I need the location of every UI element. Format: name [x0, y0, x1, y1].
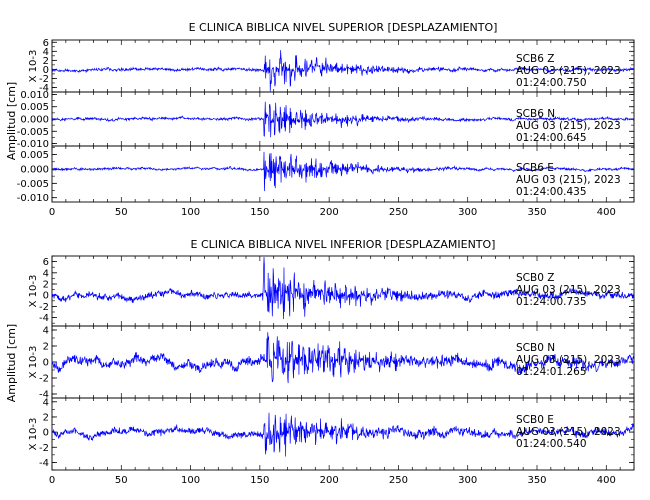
y-tick-label: 4	[43, 397, 49, 408]
y-tick-label: 0	[43, 428, 49, 439]
y-tick-label: 2	[43, 56, 49, 67]
x-tick-label: 150	[250, 207, 269, 218]
y-tick-label: -0.005	[17, 179, 49, 190]
station-label: SCB0 N	[516, 342, 555, 354]
y-tick-label: -0.005	[17, 127, 49, 138]
waveform-series	[51, 151, 635, 192]
y-tick-label: 6	[43, 38, 49, 49]
x-tick-label: 300	[458, 207, 477, 218]
date-label: AUG 03 (215), 2023	[516, 174, 621, 186]
chart-title: E CLINICA BIBLICA NIVEL SUPERIOR [DESPLA…	[189, 21, 498, 34]
y-tick-label: 0	[43, 291, 49, 302]
y-tick-label: -2	[39, 302, 49, 313]
y-tick-label: -4	[39, 390, 49, 401]
y-tick-label: 0	[43, 65, 49, 76]
x-tick-label: 50	[115, 475, 128, 486]
station-label: SCB6 Z	[516, 53, 554, 65]
time-label: 01:24:00.540	[516, 438, 587, 450]
time-label: 01:24:00.735	[516, 296, 587, 308]
station-label: SCB6 E	[516, 162, 554, 174]
x-tick-label: 350	[527, 475, 546, 486]
y-tick-label: 0.005	[20, 102, 49, 113]
y-tick-label: 2	[43, 412, 49, 423]
time-label: 01:24:00.435	[516, 186, 587, 198]
y-axis-label: Amplitud [cm]	[5, 324, 18, 402]
date-label: AUG 03 (215), 2023	[516, 284, 621, 296]
waveform-series	[51, 50, 635, 92]
y-multiplier-label: X 10-3	[28, 346, 39, 379]
y-tick-label: 0	[43, 358, 49, 369]
waveform-series	[51, 101, 635, 138]
y-tick-label: -2	[39, 443, 49, 454]
y-tick-label: -0.010	[17, 193, 49, 204]
y-axis-label: Amplitud [cm]	[5, 82, 18, 160]
x-tick-label: 0	[49, 207, 55, 218]
date-label: AUG 03 (215), 2023	[516, 354, 621, 366]
y-tick-label: 6	[43, 257, 49, 268]
time-label: 01:24:01.265	[516, 366, 587, 378]
y-tick-label: -4	[39, 458, 49, 469]
waveform-series	[51, 257, 635, 320]
y-tick-label: 0.005	[20, 150, 49, 161]
station-label: SCB0 Z	[516, 272, 554, 284]
x-tick-label: 250	[389, 207, 408, 218]
y-tick-label: -4	[39, 313, 49, 324]
y-multiplier-label: X 10-3	[28, 418, 39, 451]
x-tick-label: 100	[181, 207, 200, 218]
x-tick-label: 400	[597, 207, 616, 218]
y-tick-label: 4	[43, 47, 49, 58]
y-tick-label: 0.010	[20, 90, 49, 101]
date-label: AUG 03 (215), 2023	[516, 426, 621, 438]
x-tick-label: 250	[389, 475, 408, 486]
y-tick-label: -2	[39, 374, 49, 385]
chart-title: E CLINICA BIBLICA NIVEL INFERIOR [DESPLA…	[191, 238, 496, 251]
time-label: 01:24:00.645	[516, 132, 587, 144]
y-multiplier-label: X 10-3	[28, 275, 39, 308]
time-label: 01:24:00.750	[516, 77, 587, 89]
x-tick-label: 150	[250, 475, 269, 486]
x-tick-label: 400	[597, 475, 616, 486]
waveform-series	[51, 412, 635, 457]
station-label: SCB6 N	[516, 108, 555, 120]
y-tick-label: -2	[39, 74, 49, 85]
waveform-series	[51, 332, 635, 384]
y-tick-label: 0.000	[20, 164, 49, 175]
date-label: AUG 03 (215), 2023	[516, 65, 621, 77]
x-tick-label: 200	[320, 475, 339, 486]
x-tick-label: 100	[181, 475, 200, 486]
y-tick-label: 4	[43, 326, 49, 337]
y-tick-label: 2	[43, 280, 49, 291]
y-tick-label: -0.010	[17, 139, 49, 150]
date-label: AUG 03 (215), 2023	[516, 120, 621, 132]
station-label: SCB0 E	[516, 414, 554, 426]
x-tick-label: 350	[527, 207, 546, 218]
x-tick-label: 50	[115, 207, 128, 218]
y-multiplier-label: X 10-3	[28, 50, 39, 83]
y-tick-label: 0.000	[20, 115, 49, 126]
x-tick-label: 0	[49, 475, 55, 486]
y-tick-label: -4	[39, 83, 49, 94]
y-tick-label: 4	[43, 268, 49, 279]
x-tick-label: 200	[320, 207, 339, 218]
x-tick-label: 300	[458, 475, 477, 486]
y-tick-label: 2	[43, 342, 49, 353]
